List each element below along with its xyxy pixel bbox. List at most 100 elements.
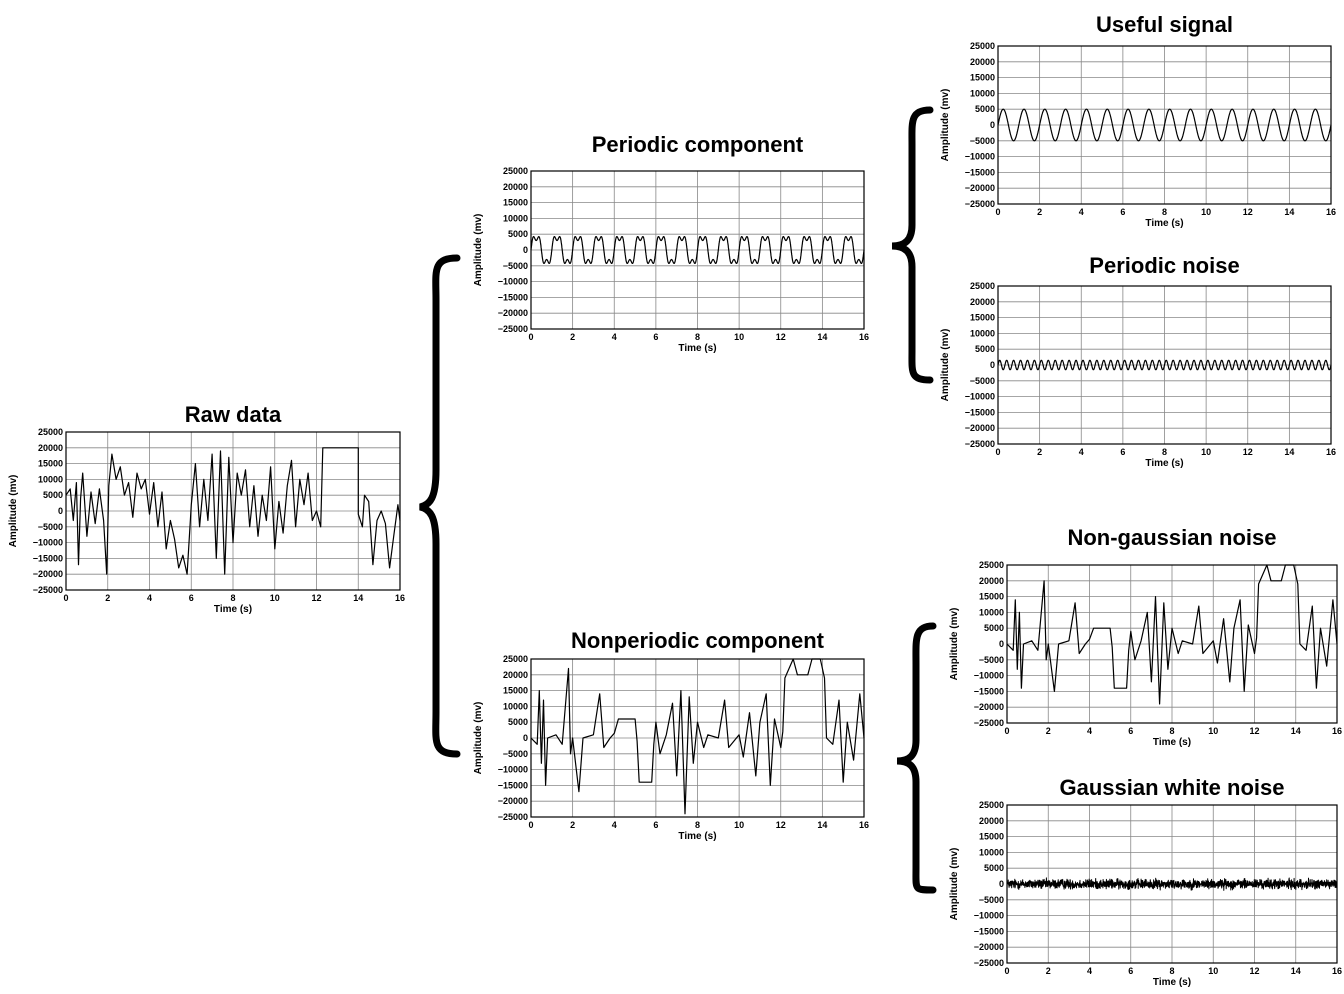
x-tick-label: 8 xyxy=(1169,726,1174,736)
y-tick-label: −25000 xyxy=(974,718,1004,728)
y-tick-label: −20000 xyxy=(498,308,528,318)
y-tick-label: 5000 xyxy=(984,623,1004,633)
y-axis-label: Amplitude (mv) xyxy=(940,89,951,162)
y-tick-label: −20000 xyxy=(974,702,1004,712)
x-tick-label: 12 xyxy=(1243,447,1253,457)
y-tick-label: −10000 xyxy=(33,538,63,548)
x-tick-label: 8 xyxy=(695,820,700,830)
y-tick-label: 10000 xyxy=(970,328,995,338)
panel-non-gaussian-noise: Non-gaussian noise 0 2 4 6 8 10 12 14 16 25000 2000… xyxy=(949,525,1342,748)
x-tick-label: 12 xyxy=(1249,726,1259,736)
x-tick-label: 12 xyxy=(311,593,321,603)
y-tick-label: −15000 xyxy=(965,407,995,417)
x-axis-label: Time (s) xyxy=(1153,977,1191,988)
y-tick-label: 20000 xyxy=(979,816,1004,826)
y-tick-label: 5000 xyxy=(975,104,995,114)
y-tick-label: −10000 xyxy=(965,152,995,162)
y-tick-label: 15000 xyxy=(503,686,528,696)
y-tick-label: 25000 xyxy=(979,560,1004,570)
x-tick-label: 16 xyxy=(1326,447,1336,457)
x-tick-label: 4 xyxy=(1087,726,1092,736)
y-axis-label: Amplitude (mv) xyxy=(473,214,484,287)
x-tick-label: 14 xyxy=(817,332,827,342)
x-tick-label: 4 xyxy=(147,593,152,603)
x-tick-label: 2 xyxy=(570,332,575,342)
x-tick-label: 16 xyxy=(1326,207,1336,217)
x-tick-label: 2 xyxy=(1037,447,1042,457)
x-tick-label: 0 xyxy=(995,447,1000,457)
x-tick-label: 14 xyxy=(353,593,363,603)
chart-title: Periodic noise xyxy=(1089,253,1239,278)
series-line xyxy=(997,108,1332,142)
y-tick-label: −15000 xyxy=(974,926,1004,936)
x-tick-label: 4 xyxy=(612,332,617,342)
x-tick-label: 6 xyxy=(1120,207,1125,217)
x-tick-label: 2 xyxy=(1046,966,1051,976)
x-axis-label: Time (s) xyxy=(1145,458,1183,469)
chart-title: Useful signal xyxy=(1096,12,1233,37)
y-tick-label: 10000 xyxy=(503,213,528,223)
x-tick-label: 4 xyxy=(612,820,617,830)
x-axis-label: Time (s) xyxy=(678,343,716,354)
y-axis-label: Amplitude (mv) xyxy=(8,475,19,548)
brace-raw-split xyxy=(419,254,461,758)
x-tick-label: 0 xyxy=(1004,726,1009,736)
y-tick-label: 5000 xyxy=(43,490,63,500)
y-tick-label: −25000 xyxy=(965,199,995,209)
y-tick-label: 15000 xyxy=(979,832,1004,842)
y-tick-label: −20000 xyxy=(965,183,995,193)
x-tick-label: 10 xyxy=(1201,447,1211,457)
panel-periodic-noise: Periodic noise 0 2 4 6 8 10 12 14 16 25000 20000 150… xyxy=(940,253,1336,469)
y-tick-label: 0 xyxy=(999,879,1004,889)
x-tick-label: 0 xyxy=(528,332,533,342)
x-axis-label: Time (s) xyxy=(678,831,716,842)
y-tick-label: −25000 xyxy=(974,958,1004,968)
y-axis-label: Amplitude (mv) xyxy=(949,608,960,681)
x-tick-label: 6 xyxy=(189,593,194,603)
y-tick-label: 15000 xyxy=(503,198,528,208)
y-tick-label: −15000 xyxy=(498,780,528,790)
x-tick-label: 4 xyxy=(1079,447,1084,457)
y-tick-label: 20000 xyxy=(503,670,528,680)
chart-title: Raw data xyxy=(185,402,282,427)
x-axis-label: Time (s) xyxy=(214,604,252,615)
series-line xyxy=(1006,564,1338,705)
y-tick-label: −15000 xyxy=(965,167,995,177)
x-tick-label: 12 xyxy=(1243,207,1253,217)
series-line xyxy=(530,658,865,815)
y-axis-label: Amplitude (mv) xyxy=(949,848,960,921)
y-tick-label: −5000 xyxy=(503,261,528,271)
y-tick-label: 0 xyxy=(58,506,63,516)
x-tick-label: 8 xyxy=(1162,207,1167,217)
x-tick-label: 2 xyxy=(1037,207,1042,217)
x-tick-label: 0 xyxy=(63,593,68,603)
y-tick-label: 15000 xyxy=(970,313,995,323)
y-tick-label: 5000 xyxy=(984,863,1004,873)
y-tick-label: 20000 xyxy=(38,443,63,453)
x-axis-label: Time (s) xyxy=(1153,737,1191,748)
x-tick-label: 6 xyxy=(1128,726,1133,736)
y-tick-label: 25000 xyxy=(970,281,995,291)
panel-raw-data: Raw data 0 2 4 6 8 10 12 14 16 25000 20000 15000 1000… xyxy=(8,402,405,615)
y-tick-label: −25000 xyxy=(498,324,528,334)
x-tick-label: 10 xyxy=(734,332,744,342)
chart-title: Periodic component xyxy=(592,132,804,157)
y-tick-label: 25000 xyxy=(503,654,528,664)
y-tick-label: −5000 xyxy=(503,749,528,759)
x-tick-label: 0 xyxy=(528,820,533,830)
x-tick-label: 14 xyxy=(1291,966,1301,976)
brace-periodic-split xyxy=(891,106,934,384)
y-tick-label: 10000 xyxy=(979,607,1004,617)
y-tick-label: −20000 xyxy=(974,942,1004,952)
y-tick-label: −5000 xyxy=(979,655,1004,665)
x-tick-label: 12 xyxy=(776,820,786,830)
y-tick-label: −15000 xyxy=(33,553,63,563)
chart-title: Nonperiodic component xyxy=(571,628,825,653)
x-tick-label: 14 xyxy=(1284,207,1294,217)
y-tick-label: 5000 xyxy=(975,344,995,354)
y-tick-label: −10000 xyxy=(974,671,1004,681)
y-tick-label: −20000 xyxy=(498,796,528,806)
y-tick-label: 0 xyxy=(523,245,528,255)
y-tick-label: 0 xyxy=(990,120,995,130)
